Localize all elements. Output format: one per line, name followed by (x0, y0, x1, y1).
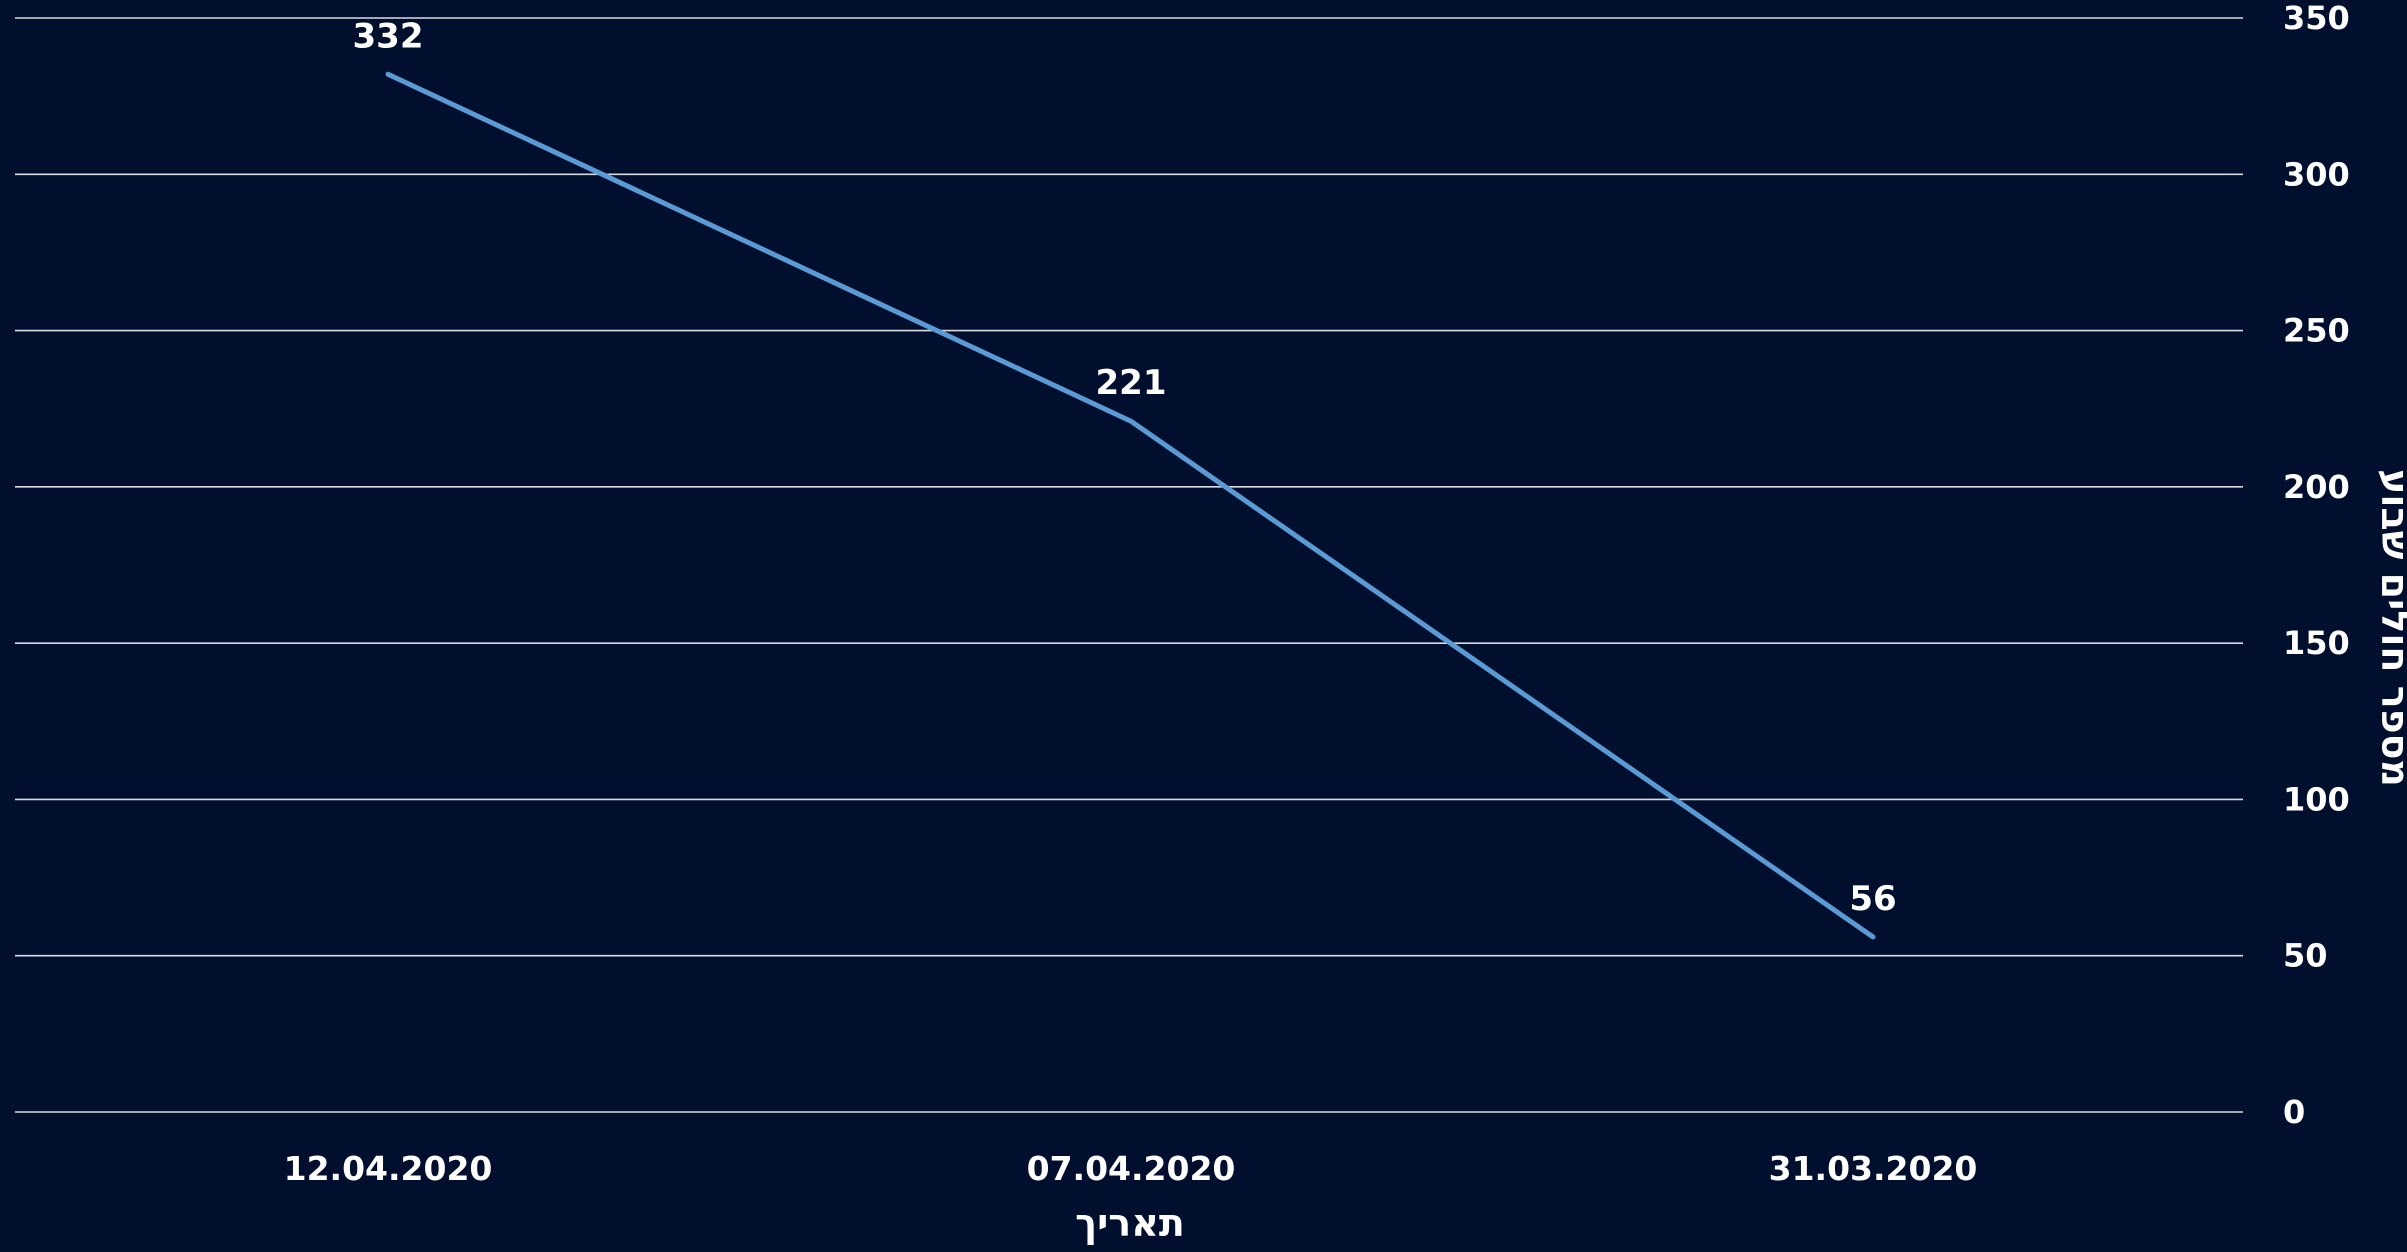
data-label: 332 (353, 16, 424, 56)
y-tick-label: 100 (2283, 780, 2350, 818)
y-tick-label: 200 (2283, 468, 2350, 506)
y-tick-label: 300 (2283, 155, 2350, 193)
y-axis-ticks: 0 50 100 150 200 250 300 350 (2283, 0, 2350, 1131)
y-tick-label: 350 (2283, 0, 2350, 37)
x-tick-label: 31.03.2020 (1769, 1149, 1978, 1188)
x-tick-label: 07.04.2020 (1027, 1149, 1236, 1188)
x-tick-label: 12.04.2020 (284, 1149, 493, 1188)
y-tick-label: 50 (2283, 937, 2328, 975)
y-tick-label: 250 (2283, 312, 2350, 350)
x-axis-title: תאריך (1075, 1201, 1185, 1245)
series-line (385, 71, 1876, 940)
x-axis-ticks: 12.04.2020 07.04.2020 31.03.2020 (284, 1149, 1978, 1188)
data-labels: 332 221 56 (353, 16, 1897, 919)
y-tick-label: 0 (2283, 1093, 2305, 1131)
data-label: 56 (1849, 879, 1896, 919)
series-layer (385, 71, 1876, 940)
y-tick-label: 150 (2283, 624, 2350, 662)
data-label: 221 (1096, 363, 1167, 403)
y-axis-title: מספר חולים שבוע (2373, 469, 2407, 787)
gridlines (15, 17, 2243, 1113)
